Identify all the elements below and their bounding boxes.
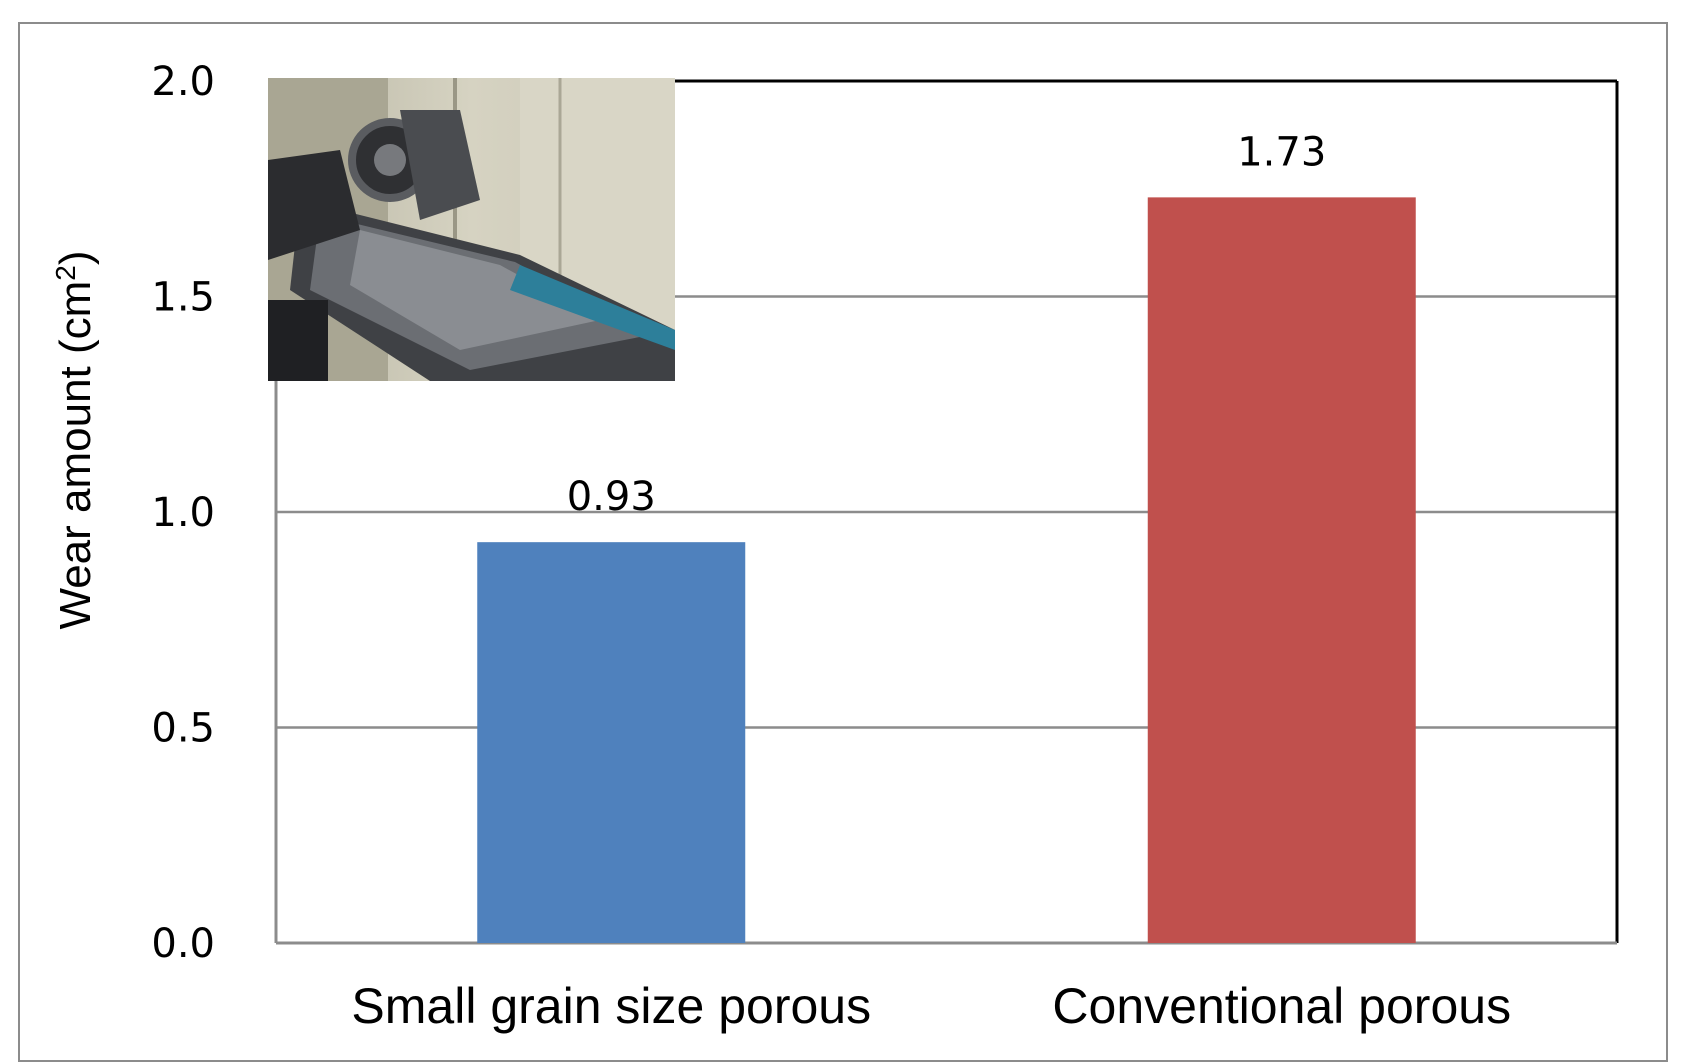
- y-tick-label: 1.5: [151, 275, 215, 321]
- y-axis-title: Wear amount (cm2): [50, 250, 101, 629]
- y-tick-label: 1.0: [151, 490, 215, 536]
- bar: [1147, 197, 1416, 943]
- x-axis-category-labels: Small grain size porous Conventional poro…: [351, 978, 1511, 1034]
- data-label: 0.93: [567, 474, 656, 520]
- x-category-label: Small grain size porous: [351, 978, 871, 1034]
- data-label: 1.73: [1237, 129, 1326, 175]
- bars: [477, 197, 1416, 943]
- x-category-label: Conventional porous: [1052, 978, 1511, 1034]
- data-labels: 0.93 1.73: [567, 129, 1327, 520]
- wear-test-machine-photo: [268, 78, 675, 381]
- y-tick-label: 0.5: [151, 706, 215, 752]
- y-tick-label: 2.0: [151, 59, 215, 105]
- y-axis-tick-labels: 0.0 0.5 1.0 1.5 2.0: [151, 59, 215, 967]
- y-tick-label: 0.0: [151, 921, 215, 967]
- bar: [477, 542, 746, 943]
